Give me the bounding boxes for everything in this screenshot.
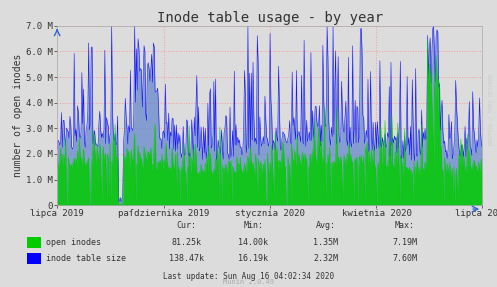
- Y-axis label: number of open inodes: number of open inodes: [13, 54, 23, 177]
- Text: open inodes: open inodes: [46, 238, 101, 247]
- Text: Min:: Min:: [244, 221, 263, 230]
- Text: Last update: Sun Aug 16 04:02:34 2020: Last update: Sun Aug 16 04:02:34 2020: [163, 272, 334, 281]
- Text: Avg:: Avg:: [316, 221, 335, 230]
- Text: 81.25k: 81.25k: [171, 238, 201, 247]
- Text: 138.47k: 138.47k: [169, 254, 204, 263]
- Text: RRDTOOL / TOBI OETIKER: RRDTOOL / TOBI OETIKER: [489, 73, 494, 145]
- Text: Max:: Max:: [395, 221, 415, 230]
- Title: Inode table usage - by year: Inode table usage - by year: [157, 11, 383, 25]
- Text: Cur:: Cur:: [176, 221, 196, 230]
- Text: 7.60M: 7.60M: [393, 254, 417, 263]
- Text: Munin 2.0.49: Munin 2.0.49: [223, 279, 274, 285]
- Text: 2.32M: 2.32M: [313, 254, 338, 263]
- Text: 7.19M: 7.19M: [393, 238, 417, 247]
- Text: 14.00k: 14.00k: [239, 238, 268, 247]
- Text: 16.19k: 16.19k: [239, 254, 268, 263]
- Text: inode table size: inode table size: [46, 254, 126, 263]
- Text: 1.35M: 1.35M: [313, 238, 338, 247]
